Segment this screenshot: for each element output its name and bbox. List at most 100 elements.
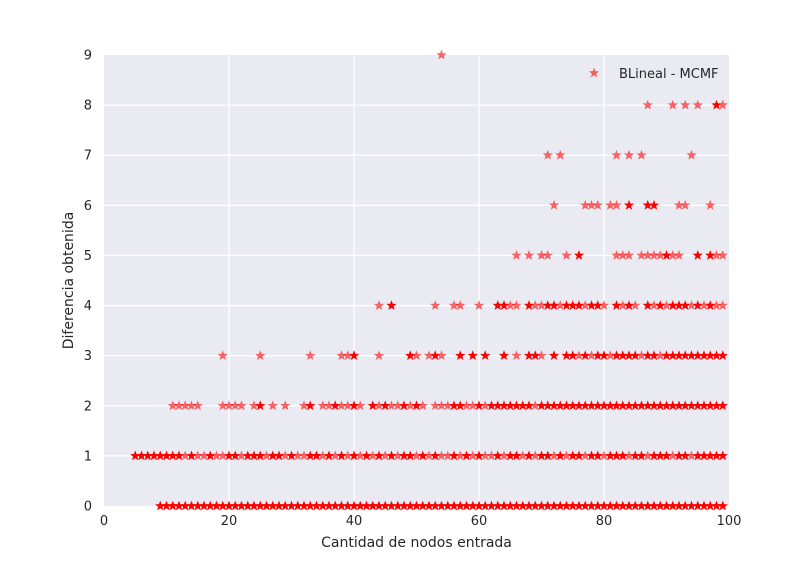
data-point (242, 500, 253, 511)
data-point (623, 250, 635, 260)
data-point (642, 500, 653, 511)
data-point (542, 500, 553, 511)
data-point (311, 450, 322, 461)
data-point (448, 300, 460, 310)
data-point (330, 500, 341, 511)
data-point (673, 300, 685, 310)
data-point (342, 450, 353, 461)
data-point (467, 350, 478, 361)
data-point (423, 450, 435, 461)
data-point (267, 400, 278, 411)
data-point (255, 350, 266, 361)
data-point (367, 500, 378, 511)
data-point (642, 400, 653, 411)
data-point (523, 250, 535, 260)
y-tick-label: 1 (84, 449, 92, 464)
data-point (342, 350, 353, 361)
data-point (398, 400, 410, 411)
data-point (186, 500, 197, 511)
data-point (223, 400, 235, 411)
data-point (130, 450, 141, 461)
data-point (423, 350, 435, 361)
data-point (436, 50, 447, 60)
data-point (717, 250, 728, 260)
data-point (636, 350, 647, 361)
data-point (217, 400, 228, 411)
data-point (217, 450, 228, 461)
data-point (611, 450, 622, 461)
data-point (498, 450, 510, 461)
x-tick-label: 100 (717, 514, 742, 529)
data-point (623, 500, 635, 511)
data-point (648, 250, 660, 260)
data-point (411, 450, 422, 461)
data-point (586, 450, 597, 461)
data-point (498, 400, 510, 411)
data-point (273, 500, 285, 511)
data-point (223, 450, 235, 461)
data-point (467, 400, 478, 411)
data-point (336, 500, 347, 511)
data-point (586, 400, 597, 411)
data-point (655, 500, 666, 511)
data-point (661, 450, 672, 461)
data-point (623, 300, 635, 310)
data-point (617, 300, 628, 310)
data-point (623, 350, 635, 361)
data-point (598, 300, 610, 310)
data-point (230, 500, 241, 511)
data-point (567, 400, 578, 411)
data-point (561, 450, 572, 461)
data-point (698, 350, 710, 361)
data-point (530, 450, 541, 461)
data-point (317, 400, 328, 411)
data-point (536, 400, 547, 411)
data-point (555, 500, 566, 511)
data-point (180, 400, 191, 411)
data-point (586, 300, 597, 310)
data-point (442, 500, 453, 511)
data-point (517, 400, 528, 411)
data-point (555, 149, 566, 160)
data-point (267, 500, 278, 511)
data-point (461, 450, 472, 461)
data-point (305, 450, 316, 461)
data-point (405, 450, 416, 461)
data-point (280, 500, 291, 511)
data-point (223, 500, 235, 511)
data-point (680, 350, 691, 361)
data-point (467, 500, 478, 511)
data-point (411, 400, 422, 411)
data-point (573, 300, 585, 310)
data-point (511, 250, 522, 260)
data-point (211, 500, 222, 511)
data-point (230, 400, 241, 411)
data-point (617, 450, 628, 461)
data-point (692, 350, 703, 361)
data-point (611, 350, 622, 361)
x-tick-labels: 0 20 40 60 80 100 (100, 514, 742, 529)
data-point (386, 300, 397, 310)
data-point (642, 450, 653, 461)
data-point (536, 450, 547, 461)
data-point (655, 400, 666, 411)
data-point (711, 450, 722, 461)
data-point (192, 450, 203, 461)
data-point (148, 450, 160, 461)
data-point (492, 500, 503, 511)
data-point (655, 300, 666, 310)
data-point (380, 450, 391, 461)
data-point (398, 500, 410, 511)
y-tick-label: 9 (84, 49, 92, 64)
data-point (648, 199, 660, 210)
data-point (630, 350, 641, 361)
data-point (523, 400, 535, 411)
data-point (630, 450, 641, 461)
data-point (155, 500, 166, 511)
data-point (692, 400, 703, 411)
data-point (236, 450, 247, 461)
data-point (673, 400, 685, 411)
data-point (667, 99, 678, 110)
data-point (667, 450, 678, 461)
